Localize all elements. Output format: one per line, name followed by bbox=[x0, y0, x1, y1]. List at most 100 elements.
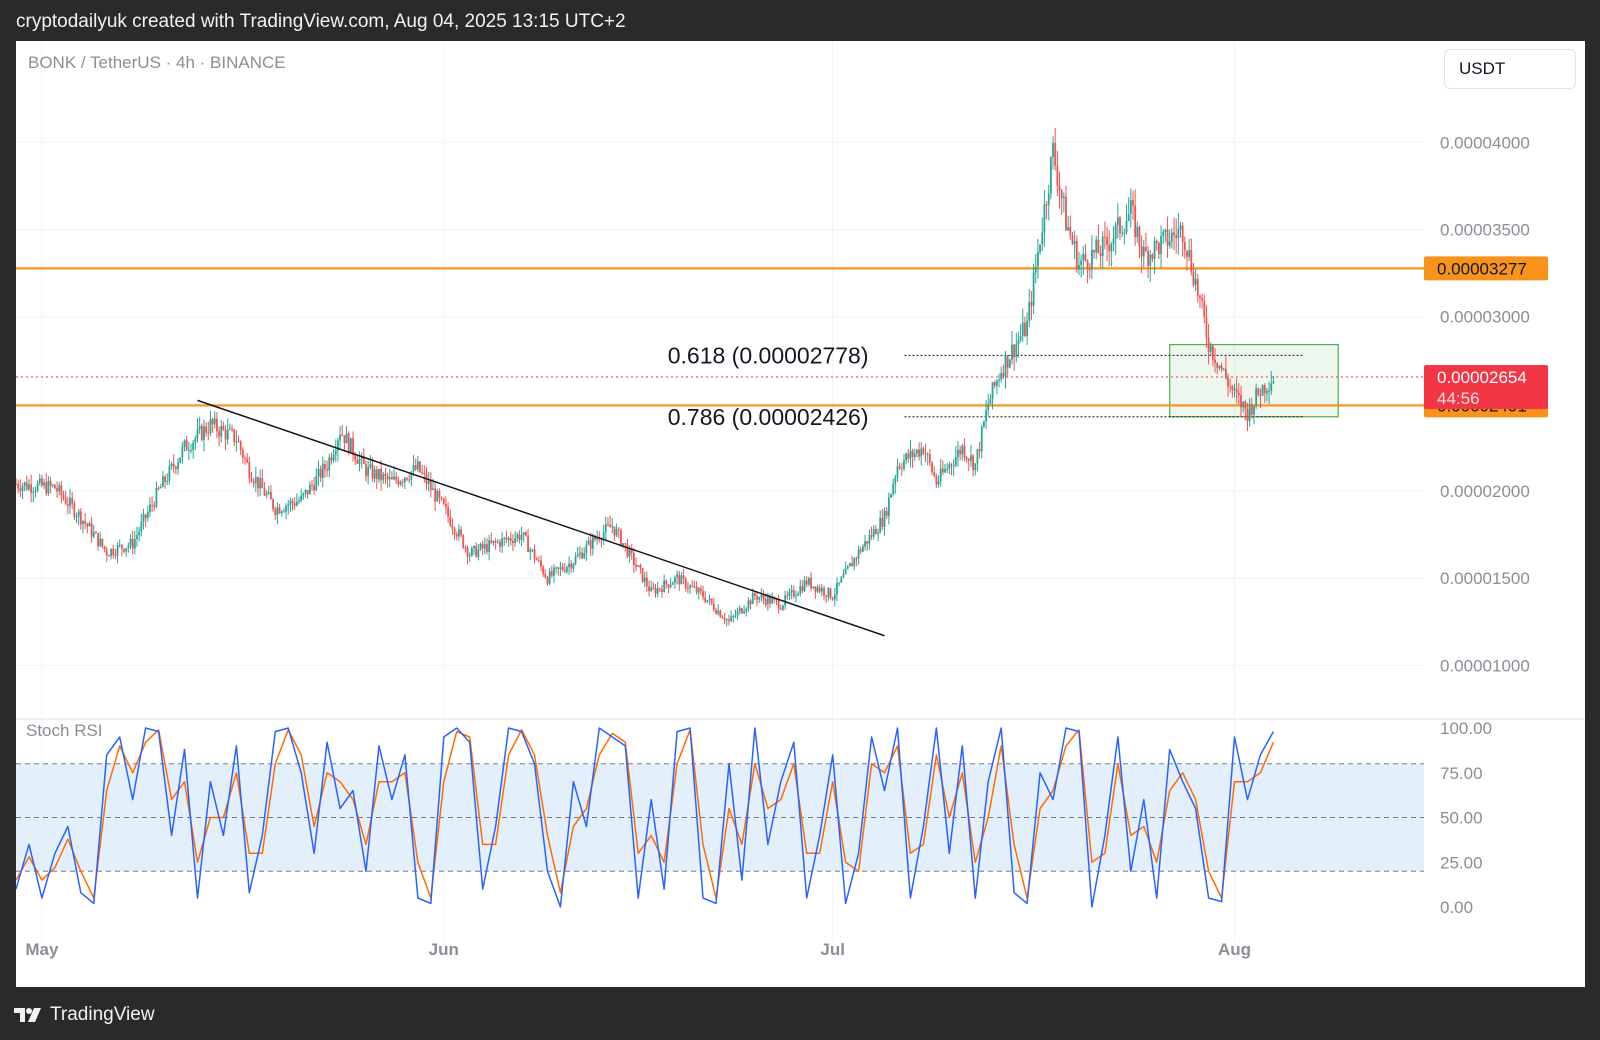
candle-body bbox=[920, 448, 923, 457]
candle-body bbox=[959, 449, 962, 455]
candle-body bbox=[777, 600, 780, 609]
price-tick-label: 0.00001500 bbox=[1440, 569, 1530, 588]
current-price-tag-bg bbox=[1424, 364, 1548, 409]
candle-body bbox=[414, 465, 417, 470]
candle-body bbox=[652, 587, 655, 589]
grid-lines bbox=[16, 41, 1585, 941]
candle-body bbox=[872, 528, 875, 537]
descending-trendline[interactable] bbox=[197, 399, 885, 637]
time-axis[interactable]: May Jun Jul Aug bbox=[25, 940, 1251, 959]
candle-body bbox=[859, 549, 862, 552]
candle-body bbox=[287, 504, 290, 507]
candle-body bbox=[1222, 368, 1225, 370]
candle-body bbox=[1114, 224, 1117, 239]
candle-body bbox=[829, 588, 832, 598]
candle-body bbox=[177, 462, 179, 470]
candle-body bbox=[1125, 221, 1128, 233]
candle-body bbox=[734, 615, 737, 617]
candle-body bbox=[743, 611, 745, 614]
candle-body bbox=[144, 514, 147, 519]
candle-body bbox=[66, 503, 69, 506]
fib-level-label: 0.786 (0.00002426) bbox=[668, 404, 869, 430]
footer-brand[interactable]: TradingView bbox=[14, 1000, 155, 1030]
candle-body bbox=[233, 429, 236, 443]
candle-body bbox=[123, 548, 125, 552]
candle-body bbox=[391, 477, 393, 480]
candle-body bbox=[967, 459, 970, 461]
candle-body bbox=[146, 512, 149, 519]
candle-body bbox=[1199, 295, 1201, 299]
candle-body bbox=[211, 419, 214, 425]
candle-body bbox=[71, 497, 74, 504]
candle-body bbox=[77, 511, 80, 517]
candle-body bbox=[911, 450, 914, 458]
candle-body bbox=[41, 478, 43, 486]
candle-body bbox=[514, 538, 516, 543]
candle-body bbox=[192, 442, 195, 451]
chart-canvas[interactable]: 0.618 (0.00002778) 0.786 (0.00002426) 0.0… bbox=[16, 41, 1585, 987]
candle-body bbox=[842, 574, 845, 578]
candle-body bbox=[671, 582, 674, 585]
candle-body bbox=[890, 494, 892, 498]
candle-body bbox=[1045, 204, 1048, 206]
candle-body bbox=[903, 460, 905, 469]
price-axis[interactable]: 0.000010000.000015000.000020000.00002500… bbox=[1440, 133, 1530, 917]
bar-countdown: 44:56 bbox=[1437, 389, 1480, 408]
candle-body bbox=[1095, 239, 1098, 253]
candle-body bbox=[244, 457, 246, 459]
candle-body bbox=[846, 566, 849, 569]
candle-body bbox=[194, 438, 197, 443]
candle-body bbox=[1149, 254, 1152, 266]
candle-body bbox=[1142, 246, 1145, 257]
candle-body bbox=[254, 476, 257, 484]
candle-body bbox=[21, 486, 24, 492]
candle-body bbox=[1086, 260, 1089, 270]
candle-body bbox=[263, 488, 266, 496]
candle-body bbox=[1209, 345, 1212, 352]
candle-body bbox=[900, 468, 903, 470]
candle-body bbox=[1192, 271, 1195, 285]
candle-body bbox=[412, 465, 415, 472]
candle-body bbox=[851, 563, 854, 567]
candle-body bbox=[198, 426, 201, 430]
symbol-title[interactable]: BONK / TetherUS · 4h · BINANCE bbox=[28, 53, 286, 72]
candle-body bbox=[207, 432, 210, 434]
candle-body bbox=[944, 469, 946, 473]
candle-body bbox=[1084, 253, 1087, 261]
candle-body bbox=[475, 545, 478, 557]
candle-body bbox=[926, 454, 929, 456]
candle-body bbox=[1242, 401, 1245, 408]
candle-body bbox=[993, 382, 996, 386]
candle-body bbox=[706, 600, 709, 602]
candle-body bbox=[881, 517, 884, 527]
trendline[interactable] bbox=[197, 399, 885, 637]
candle-body bbox=[203, 426, 205, 440]
fib-levels[interactable]: 0.618 (0.00002778) 0.786 (0.00002426) bbox=[668, 342, 1304, 430]
candle-body bbox=[1119, 217, 1121, 234]
candle-body bbox=[140, 521, 143, 532]
candle-body bbox=[259, 478, 262, 489]
candle-body bbox=[1049, 157, 1052, 194]
candle-body bbox=[30, 484, 33, 493]
candle-body bbox=[1067, 226, 1070, 231]
candle-body bbox=[745, 608, 748, 612]
candle-body bbox=[589, 540, 592, 549]
candle-body bbox=[833, 594, 836, 600]
candle-body bbox=[702, 591, 704, 598]
candle-body bbox=[1082, 253, 1085, 261]
candle-body bbox=[1246, 408, 1249, 422]
candle-body bbox=[1006, 355, 1009, 368]
candle-body bbox=[205, 426, 208, 433]
candle-body bbox=[324, 463, 326, 470]
candle-body bbox=[879, 517, 882, 533]
candle-body bbox=[326, 469, 329, 471]
horizontal-levels[interactable] bbox=[16, 267, 1424, 407]
candle-body bbox=[95, 532, 97, 534]
candle-body bbox=[133, 539, 136, 549]
candle-body bbox=[812, 586, 815, 589]
candle-body bbox=[548, 571, 551, 584]
candle-body bbox=[609, 524, 612, 528]
candle-body bbox=[786, 595, 789, 597]
candle-body bbox=[773, 598, 776, 600]
currency-selector[interactable]: USDT bbox=[1444, 49, 1576, 89]
